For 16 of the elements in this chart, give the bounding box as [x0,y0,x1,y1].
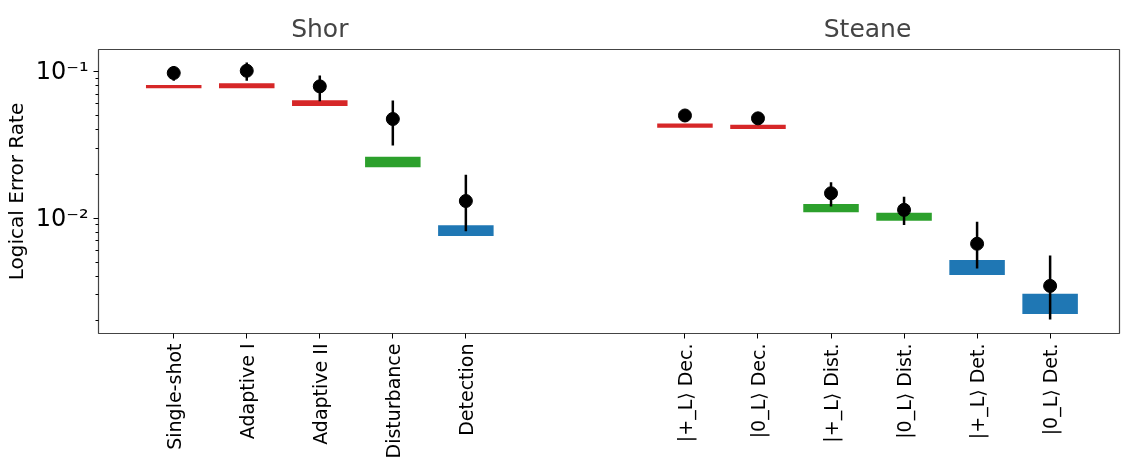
text: Steane [823,14,912,44]
x-tick-label: |+_L⟩ Dec. [673,343,697,443]
x-tick-label: |0_L⟩ Det. [1039,343,1063,436]
x-tick-label: |0_L⟩ Dist. [893,343,917,439]
x-tick-label: Detection [454,343,477,436]
x-tick-label: Disturbance [381,343,404,459]
x-tick-label: |+_L⟩ Dist. [820,343,844,443]
x-tick-label: Adaptive II [308,343,331,445]
y-tick-label: 10⁻¹ [35,57,89,86]
x-tick-label: Adaptive I [235,343,258,440]
y-tick-label: 10⁻² [35,204,89,233]
text: Shor [291,14,350,44]
y-axis-title: Logical Error Rate [3,102,28,281]
x-tick-label: |0_L⟩ Dec. [746,343,770,439]
x-tick-label: |+_L⟩ Det. [966,343,990,440]
x-tick-label: Single-shot [162,343,185,450]
